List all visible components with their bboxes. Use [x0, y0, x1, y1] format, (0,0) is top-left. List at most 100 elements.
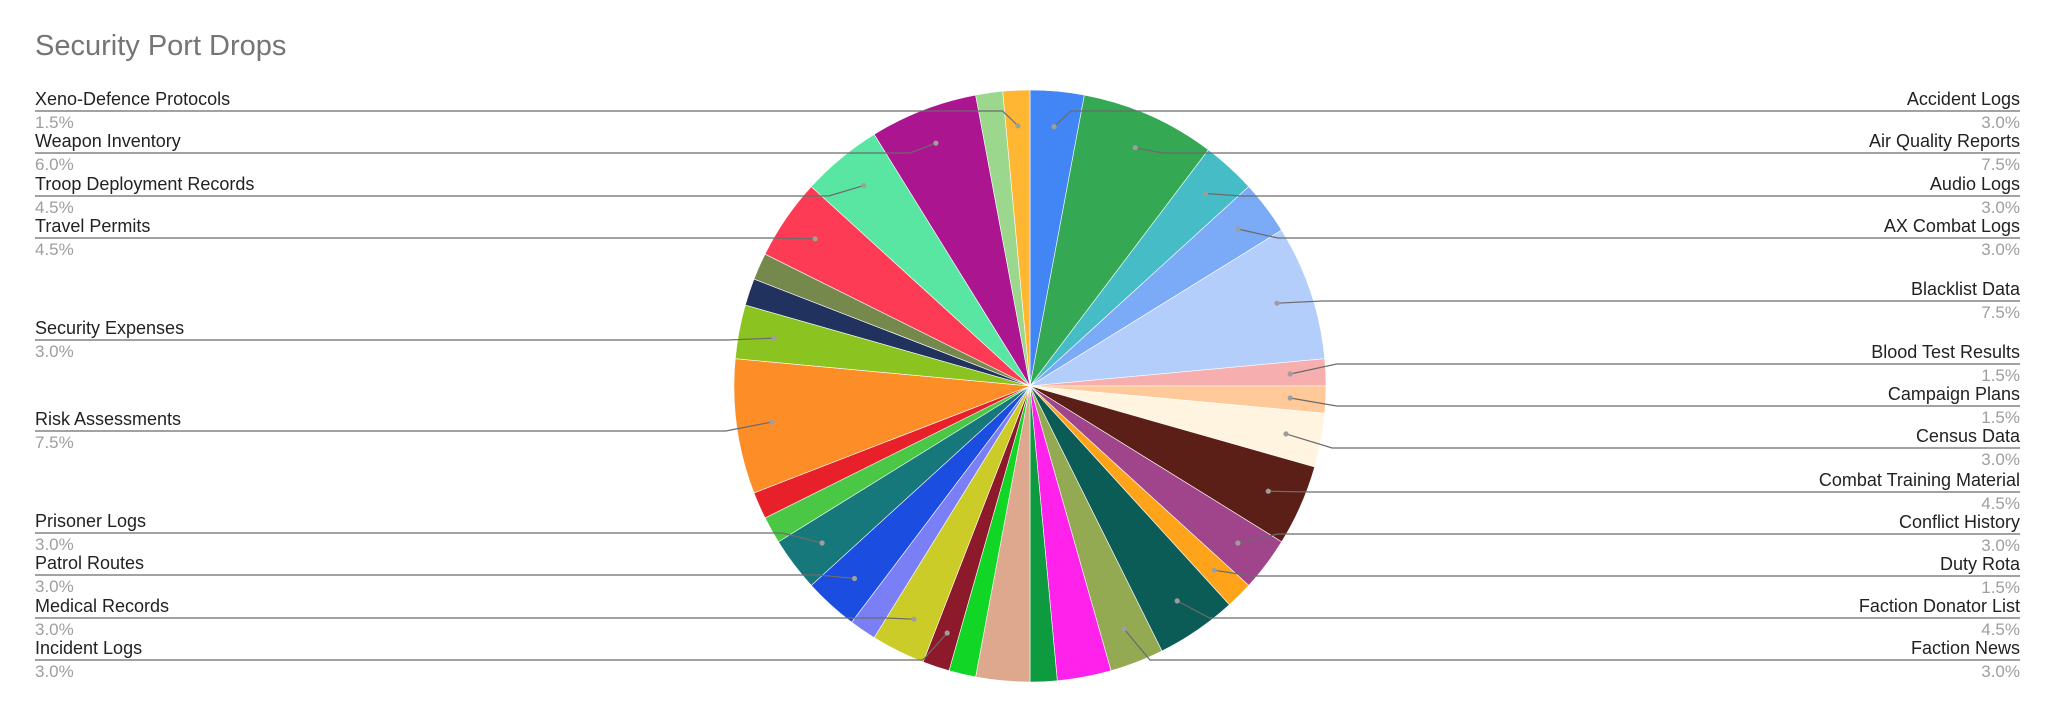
leader-line-prisoner-logs [35, 532, 823, 544]
slice-percent-blood-test-results: 1.5% [1981, 366, 2020, 385]
leader-dot-travel-permits [812, 236, 818, 242]
leader-dot-accident-logs [1051, 124, 1057, 130]
slice-percent-faction-donator-list: 4.5% [1981, 620, 2020, 639]
pie-slice-risk-assessments [733, 358, 1031, 494]
slice-percent-medical-records: 3.0% [35, 620, 74, 639]
slice-label-prisoner-logs: Prisoner Logs [35, 511, 146, 531]
leader-dot-patrol-routes [851, 575, 858, 582]
leader-dot-medical-records [911, 616, 917, 622]
slice-percent-air-quality-reports: 7.5% [1981, 155, 2020, 174]
leader-dot-census-data [1283, 431, 1289, 437]
slice-label-xeno-defence-protocols: Xeno-Defence Protocols [35, 89, 230, 109]
leader-dot-campaign-plans [1287, 395, 1293, 401]
leader-dot-risk-assessments [769, 419, 775, 425]
slice-label-combat-training-material: Combat Training Material [1819, 470, 2020, 490]
leader-dot-faction-news [1121, 626, 1127, 632]
pie-slices [733, 89, 1327, 683]
leader-dot-prisoner-logs [819, 540, 825, 546]
slice-percent-conflict-history: 3.0% [1981, 536, 2020, 555]
slice-percent-incident-logs: 3.0% [35, 662, 74, 681]
slice-label-risk-assessments: Risk Assessments [35, 409, 181, 429]
leader-dot-conflict-history [1235, 540, 1241, 546]
leader-line-troop-deployment-records [35, 185, 864, 197]
leader-line-xeno-defence-protocols [35, 110, 1019, 127]
leader-line-blacklist-data [1276, 300, 2020, 304]
slice-label-accident-logs: Accident Logs [1907, 89, 2020, 109]
leader-line-weapon-inventory [35, 142, 937, 154]
slice-label-medical-records: Medical Records [35, 596, 169, 616]
slice-percent-patrol-routes: 3.0% [35, 577, 74, 596]
slice-percent-travel-permits: 4.5% [35, 240, 74, 259]
leader-dot-blacklist-data [1274, 300, 1280, 306]
slice-percent-troop-deployment-records: 4.5% [35, 198, 74, 217]
slice-label-security-expenses: Security Expenses [35, 318, 184, 338]
slice-label-air-quality-reports: Air Quality Reports [1869, 131, 2020, 151]
leader-lines [35, 110, 2020, 661]
leader-line-risk-assessments [35, 421, 773, 432]
leader-line-travel-permits [35, 237, 816, 240]
pie-slice-xeno-defence-protocols [1002, 89, 1031, 387]
slice-percent-audio-logs: 3.0% [1981, 198, 2020, 217]
leader-dot-audio-logs [1202, 190, 1209, 197]
leader-line-patrol-routes [35, 574, 855, 580]
slice-label-faction-donator-list: Faction Donator List [1859, 596, 2020, 616]
leader-line-incident-logs [35, 632, 948, 661]
leader-dot-air-quality-reports [1132, 145, 1138, 151]
leader-dot-security-expenses [771, 335, 777, 341]
chart-title: Security Port Drops [35, 30, 287, 62]
slice-label-patrol-routes: Patrol Routes [35, 553, 144, 573]
slice-percent-campaign-plans: 1.5% [1981, 408, 2020, 427]
slice-percent-accident-logs: 3.0% [1981, 113, 2020, 132]
leader-dot-troop-deployment-records [861, 183, 867, 189]
slice-label-conflict-history: Conflict History [1899, 512, 2020, 532]
slice-percent-census-data: 3.0% [1981, 450, 2020, 469]
leader-line-audio-logs [1205, 192, 2020, 197]
leader-line-faction-donator-list [1176, 600, 2020, 619]
slice-percent-xeno-defence-protocols: 1.5% [35, 113, 74, 132]
slice-percent-combat-training-material: 4.5% [1981, 494, 2020, 513]
leader-dot-incident-logs [944, 630, 950, 636]
leader-dot-duty-rota [1211, 567, 1217, 573]
pie-slice-blacklist-data [1029, 229, 1326, 387]
slice-label-ax-combat-logs: AX Combat Logs [1884, 216, 2020, 236]
slice-percent-risk-assessments: 7.5% [35, 433, 74, 452]
slice-percent-blacklist-data: 7.5% [1981, 303, 2020, 322]
slice-percent-duty-rota: 1.5% [1981, 578, 2020, 597]
slice-percent-ax-combat-logs: 3.0% [1981, 240, 2020, 259]
leader-line-campaign-plans [1290, 397, 2020, 407]
leader-dot-faction-donator-list [1174, 598, 1180, 604]
slice-label-faction-news: Faction News [1911, 638, 2020, 658]
leader-line-faction-news [1123, 628, 2020, 661]
leader-line-conflict-history [1237, 533, 2020, 544]
slice-label-travel-permits: Travel Permits [35, 216, 150, 236]
leader-line-blood-test-results [1290, 363, 2020, 375]
slice-percent-faction-news: 3.0% [1981, 662, 2020, 681]
leader-dot-ax-combat-logs [1235, 226, 1241, 232]
leader-line-accident-logs [1053, 110, 2020, 128]
slice-label-blood-test-results: Blood Test Results [1871, 342, 2020, 362]
leader-line-security-expenses [35, 337, 775, 341]
leader-dot-blood-test-results [1287, 371, 1293, 377]
leader-line-medical-records [35, 617, 914, 620]
slice-label-weapon-inventory: Weapon Inventory [35, 131, 181, 151]
leader-line-census-data [1285, 433, 2020, 449]
leader-line-combat-training-material [1268, 490, 2020, 493]
slice-label-census-data: Census Data [1916, 426, 2021, 446]
leader-line-ax-combat-logs [1237, 228, 2020, 239]
slice-percent-prisoner-logs: 3.0% [35, 535, 74, 554]
slice-label-audio-logs: Audio Logs [1930, 174, 2020, 194]
leader-dot-xeno-defence-protocols [1015, 123, 1021, 129]
slice-label-blacklist-data: Blacklist Data [1911, 279, 2021, 299]
leader-dot-weapon-inventory [933, 140, 939, 146]
leader-line-duty-rota [1214, 569, 2020, 577]
leader-line-air-quality-reports [1135, 147, 2020, 154]
slice-label-campaign-plans: Campaign Plans [1888, 384, 2020, 404]
slice-percent-weapon-inventory: 6.0% [35, 155, 74, 174]
slice-label-incident-logs: Incident Logs [35, 638, 142, 658]
leader-dot-combat-training-material [1265, 488, 1271, 494]
slice-label-duty-rota: Duty Rota [1940, 554, 2021, 574]
pie-slice-air-quality-reports [1029, 94, 1209, 387]
slice-percent-security-expenses: 3.0% [35, 342, 74, 361]
